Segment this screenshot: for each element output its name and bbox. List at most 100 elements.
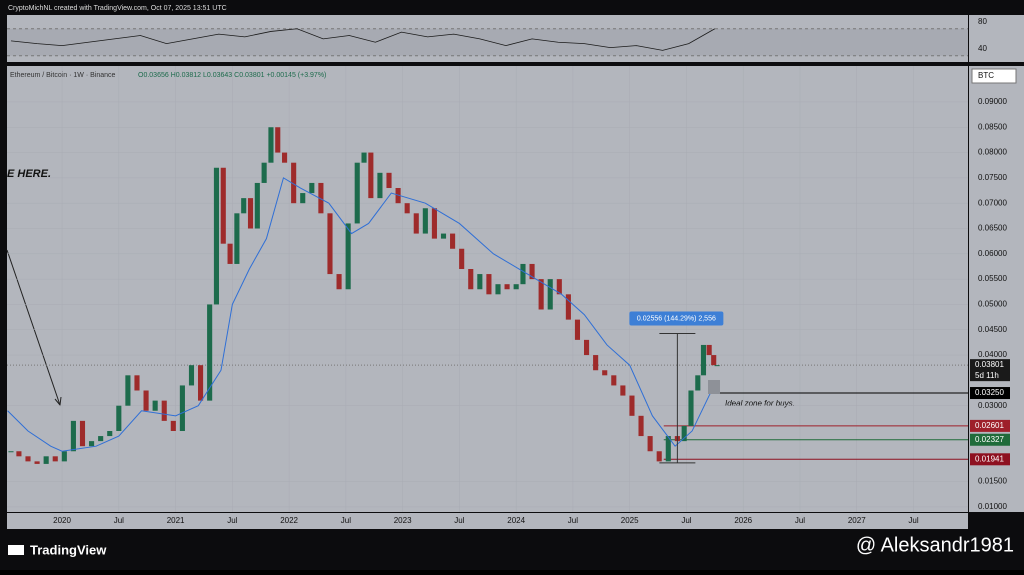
candle [450, 233, 456, 249]
candle [413, 213, 419, 234]
watermark: @ Aleksandr1981 [856, 534, 1014, 556]
candle [107, 431, 113, 437]
y-tick-label: 0.05000 [978, 300, 1007, 309]
x-tick-label: Jul [227, 516, 237, 525]
candle [25, 456, 31, 462]
candle [529, 263, 535, 280]
annotation: E HERE. [7, 168, 51, 180]
candle [513, 284, 519, 290]
candle [8, 451, 14, 453]
currency: BTC [978, 71, 994, 80]
arrow-head [54, 396, 62, 407]
candle [422, 208, 428, 234]
candle [688, 390, 694, 426]
countdown: 5d 11h [975, 371, 999, 380]
brand-name: TradingView [30, 542, 107, 557]
candle [207, 304, 213, 401]
y-tick-label: 0.03000 [978, 401, 1007, 410]
y-tick-label: 0.07000 [978, 198, 1007, 207]
candle [368, 152, 374, 199]
y-tick-label: 0.04500 [978, 325, 1007, 334]
x-tick-label: Jul [908, 516, 918, 525]
candle [34, 461, 40, 464]
candle [134, 375, 140, 391]
candle [361, 152, 367, 163]
x-tick-label: Jul [568, 516, 578, 525]
candle [152, 400, 158, 411]
candle [602, 370, 608, 376]
candle [220, 167, 226, 244]
candle [656, 451, 662, 462]
candle [309, 182, 315, 194]
candle [565, 294, 571, 320]
candle [495, 284, 501, 295]
x-tick-label: 2022 [280, 516, 298, 525]
candle [282, 152, 288, 163]
candle [714, 365, 720, 367]
candle [116, 405, 122, 432]
candle [440, 233, 447, 239]
arrow [6, 249, 61, 406]
candle [477, 274, 483, 290]
candle [43, 456, 49, 464]
annotation: Ideal zone for buys. [725, 399, 795, 408]
level-tag [970, 453, 1010, 466]
y-tick-label: 0.01000 [978, 502, 1007, 511]
candle [268, 127, 274, 163]
level-label: 0.03250 [975, 388, 1004, 397]
credit: CryptoMichNL created with TradingView.co… [8, 5, 227, 12]
candle [300, 193, 306, 204]
candle [504, 284, 510, 290]
brand: TradingView [8, 542, 107, 557]
candle [629, 395, 635, 416]
y-tick-label: 0.08000 [978, 148, 1007, 157]
candle [345, 223, 351, 290]
candle [593, 355, 599, 371]
x-tick-label: Jul [795, 516, 805, 525]
last-price-label: 0.03801 [975, 360, 1004, 369]
moving-average [7, 177, 718, 452]
level-label: 0.01941 [975, 454, 1004, 463]
x-tick-label: Jul [454, 516, 464, 525]
candle [16, 451, 22, 457]
brand-logo [8, 545, 24, 555]
measure-label: 0.02556 (144.29%) 2,556 [637, 315, 716, 322]
y-tick-label: 0.07500 [978, 173, 1007, 182]
candle [681, 425, 687, 442]
candle [143, 390, 149, 411]
buy-zone [708, 380, 720, 394]
candle [647, 436, 653, 452]
x-tick-label: Jul [681, 516, 691, 525]
level-tag [970, 419, 1010, 432]
candle [620, 385, 626, 396]
candle [556, 279, 562, 295]
candle [468, 269, 474, 290]
candle [213, 167, 220, 305]
candle [275, 127, 281, 153]
last-price-tag [970, 359, 1010, 382]
candle [538, 279, 544, 310]
level-label: 0.02601 [975, 421, 1004, 430]
candle [459, 248, 465, 270]
candle [52, 456, 58, 462]
candle [486, 274, 492, 295]
symbol: Ethereum / Bitcoin · 1W · Binance [10, 72, 116, 79]
x-tick-label: 2021 [167, 516, 185, 525]
candle [125, 375, 131, 406]
currency-box [971, 68, 1017, 84]
candle [354, 162, 360, 224]
candle [520, 263, 526, 285]
y-tick-label: 0.09000 [978, 97, 1007, 106]
candle [695, 375, 701, 391]
x-tick-label: 2026 [734, 516, 752, 525]
candle [179, 385, 185, 432]
candle [327, 213, 333, 275]
candle [611, 375, 617, 386]
candle [583, 339, 590, 356]
candle [247, 198, 254, 229]
x-tick-label: Jul [341, 516, 351, 525]
candle [61, 451, 67, 462]
candle [706, 344, 712, 356]
level-label: 0.02327 [975, 435, 1004, 444]
